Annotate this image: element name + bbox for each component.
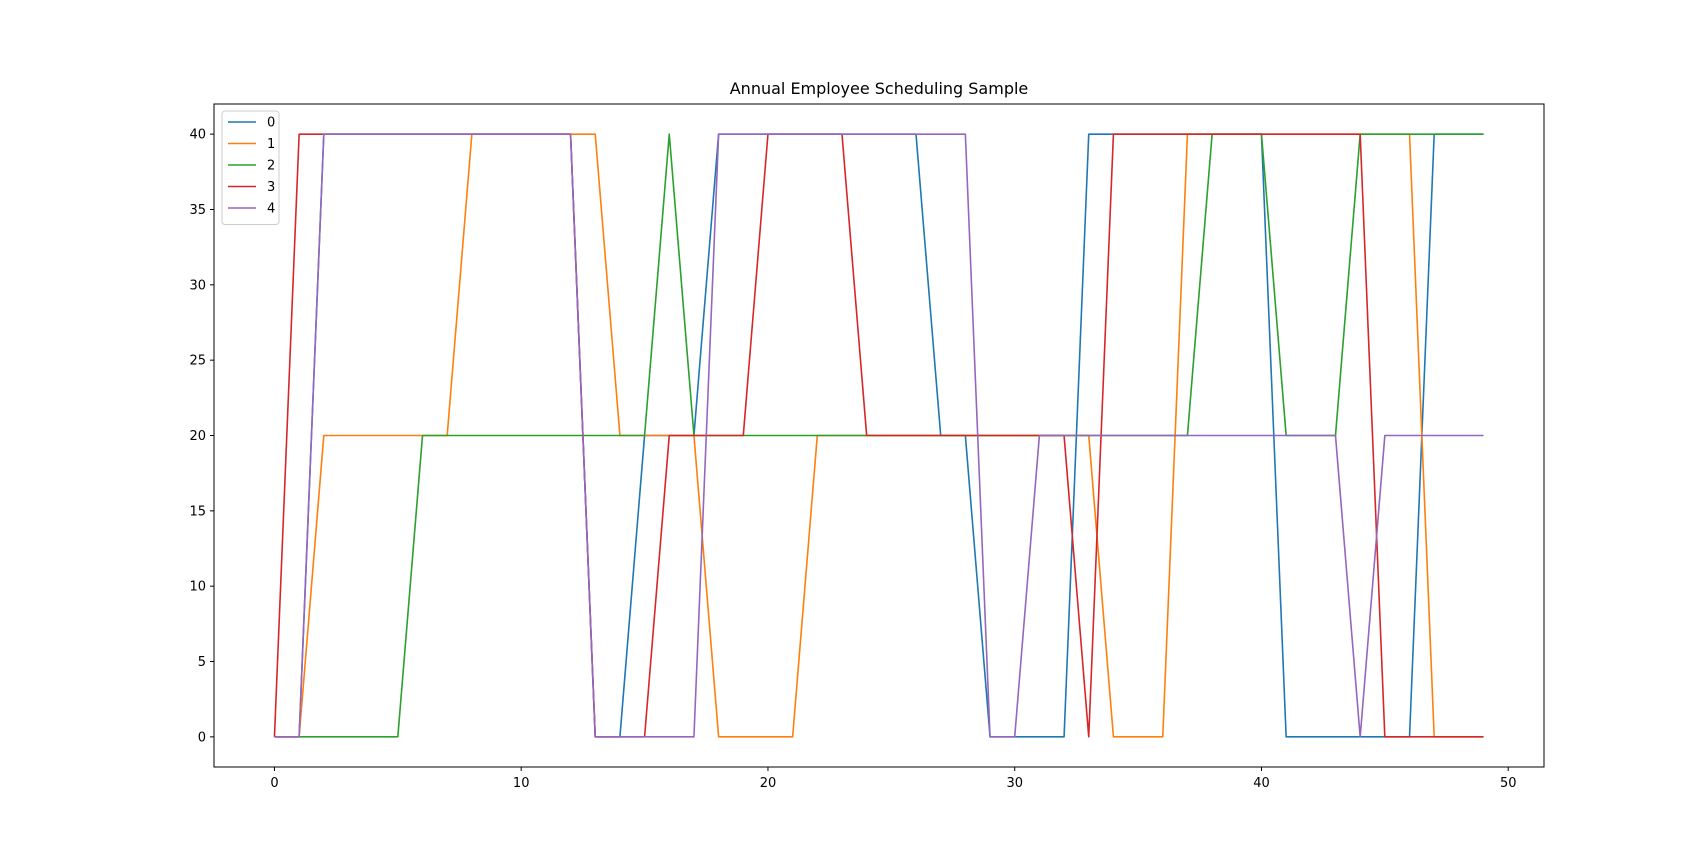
x-axis: 0 10 20 30 40 50 [270,767,1516,791]
series-line-4 [274,133,1484,738]
y-tick-label: 35 [189,203,206,218]
x-tick-label: 30 [1006,776,1023,791]
y-tick-label: 0 [198,730,206,745]
legend-label-1: 1 [267,137,275,152]
x-tick-label: 10 [513,776,530,791]
legend: 0 1 2 3 4 [221,110,280,225]
y-axis: 0 5 10 15 20 25 30 35 40 [189,128,214,745]
legend-label-0: 0 [267,116,275,131]
y-tick-label: 30 [189,278,206,293]
x-tick-label: 0 [270,776,278,791]
series-layer [273,133,1484,738]
x-tick-label: 50 [1500,776,1517,791]
legend-label-4: 4 [267,202,275,217]
y-tick-label: 40 [189,128,206,143]
legend-label-2: 2 [267,159,275,174]
y-tick-label: 20 [189,429,206,444]
y-tick-label: 5 [198,655,206,670]
y-tick-label: 10 [189,580,206,595]
x-tick-label: 20 [760,776,777,791]
y-tick-label: 15 [189,504,206,519]
legend-label-3: 3 [267,180,275,195]
y-tick-label: 25 [189,354,206,369]
x-tick-label: 40 [1253,776,1270,791]
chart-title: Annual Employee Scheduling Sample [730,79,1029,98]
legend-box [221,110,280,225]
